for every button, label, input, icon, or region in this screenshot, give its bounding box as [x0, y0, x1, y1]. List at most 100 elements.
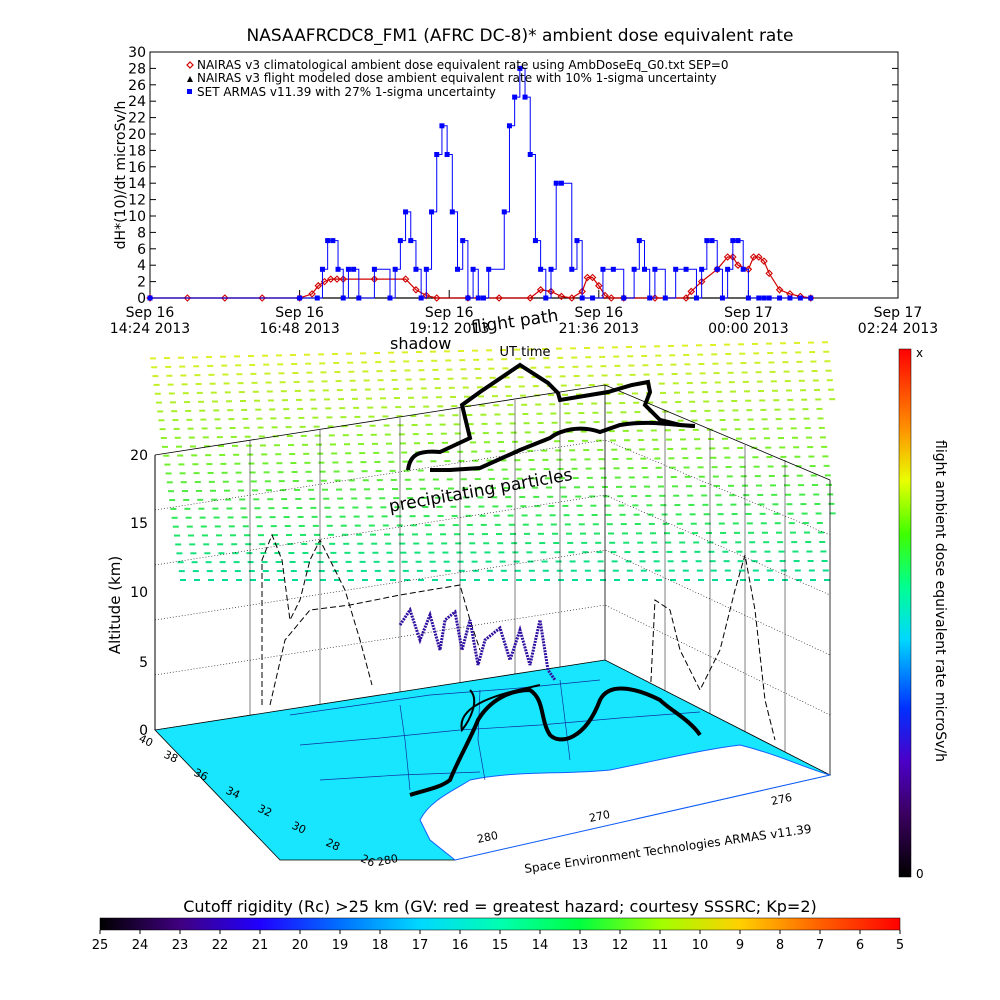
- annotation-flight-path: flight path: [470, 306, 560, 338]
- colorbar-tick-label: 17: [412, 938, 429, 953]
- data-point: [693, 295, 699, 301]
- longitude-tick: 276: [770, 791, 793, 808]
- x-tick-label-date: Sep 16: [574, 305, 623, 321]
- data-point: [314, 295, 320, 301]
- flight-path-loop: [460, 684, 541, 733]
- data-point: [387, 295, 393, 301]
- data-point: [610, 266, 616, 272]
- altitude-tick: 5: [139, 655, 148, 671]
- x-tick-label-date: Sep 16: [126, 305, 175, 321]
- data-point: [512, 94, 518, 100]
- y-tick-label: 18: [128, 143, 146, 159]
- data-point: [547, 287, 555, 296]
- flight-path-top: [406, 362, 696, 472]
- data-point: [787, 295, 793, 301]
- longitude-ticks: 280 280 270 276: [376, 791, 793, 869]
- data-point: [517, 65, 523, 71]
- latitude-ticks: 40 38 36 34 32 30 28 26: [137, 732, 377, 870]
- colorbar-tick-label: 22: [212, 938, 229, 953]
- altitude-axis-label: Altitude (km): [106, 556, 124, 654]
- data-point: [687, 287, 696, 296]
- cutoff-rigidity-colorbar: Cutoff rigidity (Rc) >25 km (GV: red = g…: [92, 897, 904, 953]
- series-line: [150, 67, 811, 299]
- data-point: [558, 180, 564, 186]
- data-point: [756, 295, 762, 301]
- x-tick-label-date: Sep 16: [425, 305, 474, 321]
- x-tick-label-date: Sep 16: [275, 305, 324, 321]
- y-tick-label: 16: [128, 160, 146, 176]
- legend-label: NAIRAS v3 climatological ambient dose eq…: [197, 58, 729, 72]
- colorbar-tick-label: 20: [292, 938, 309, 953]
- data-point: [319, 266, 325, 272]
- series-line: [150, 256, 811, 299]
- x-tick-label-time: 19:12 2013: [409, 321, 489, 337]
- data-point: [401, 275, 410, 283]
- data-point: [662, 295, 668, 301]
- data-point: [601, 291, 609, 300]
- data-point: [345, 266, 351, 272]
- data-point: [760, 257, 768, 265]
- colorbar-tick-label: 11: [652, 938, 669, 953]
- data-point: [725, 266, 731, 272]
- data-point: [460, 238, 466, 244]
- data-point: [486, 266, 492, 272]
- legend-item-armas: SET ARMAS v11.39 with 27% 1-sigma uncert…: [187, 85, 496, 99]
- x-axis-label: UT time: [500, 345, 551, 360]
- colorbar-ticks: 25 24 23 22 21 20 19 18 17 16 15 14 13 12 11 10 9 8 7 6 5: [92, 930, 904, 953]
- flight-path-ground-track: [409, 686, 702, 797]
- x-tick-label-date: Sep 17: [724, 305, 773, 321]
- data-point: [735, 238, 741, 244]
- colorbar-tick-label: 12: [612, 938, 629, 953]
- data-point: [682, 294, 690, 302]
- colorbar-title: Cutoff rigidity (Rc) >25 km (GV: red = g…: [183, 897, 817, 916]
- y-tick-label: 0: [137, 291, 146, 307]
- data-point: [578, 287, 586, 296]
- legend-item-nairas-climatological: NAIRAS v3 climatological ambient dose eq…: [186, 58, 729, 72]
- x-tick-label-date: Sep 17: [874, 305, 923, 321]
- data-point: [527, 152, 533, 157]
- colorbar-min-label: 0: [916, 867, 924, 881]
- latitude-tick: 38: [162, 748, 180, 766]
- data-point: [335, 266, 341, 272]
- data-point: [709, 238, 715, 244]
- data-point: [325, 238, 331, 244]
- data-point: [729, 253, 737, 261]
- data-point: [449, 209, 455, 215]
- data-point: [371, 266, 377, 272]
- series-layer: [146, 65, 815, 302]
- colorbar-tick-label: 14: [532, 938, 549, 953]
- data-point: [506, 123, 512, 129]
- altitude-ticks: 0 5 10 15 20: [130, 448, 148, 739]
- x-tick-label-time: 21:36 2013: [559, 321, 639, 337]
- data-point: [683, 266, 689, 272]
- altitude-tick: 20: [130, 448, 148, 464]
- colorbar-tick-label: 19: [332, 938, 349, 953]
- data-point: [429, 209, 435, 215]
- data-point: [339, 275, 348, 283]
- y-tick-label: 6: [137, 242, 146, 258]
- y-tick-label: 26: [128, 78, 146, 94]
- data-point: [501, 209, 507, 215]
- latitude-tick: 32: [256, 802, 274, 820]
- altitude-tick: 0: [139, 723, 148, 739]
- colorbar-title: flight ambient dose equivalent rate micr…: [932, 440, 948, 762]
- y-tick-label: 30: [128, 45, 146, 61]
- data-point: [526, 294, 535, 302]
- data-point: [432, 294, 441, 302]
- colorbar-tick-label: 10: [692, 938, 709, 953]
- y-tick-label: 22: [128, 111, 146, 127]
- legend-label: SET ARMAS v11.39 with 27% 1-sigma uncert…: [197, 85, 496, 99]
- series-square: [147, 65, 814, 301]
- data-point: [600, 266, 606, 272]
- data-point: [308, 290, 316, 298]
- altitude-tick: 15: [130, 516, 148, 532]
- data-point: [765, 269, 773, 278]
- data-point: [766, 295, 772, 301]
- data-point: [745, 295, 751, 301]
- y-tick-label: 2: [137, 275, 146, 291]
- colorbar-gradient: [898, 348, 912, 878]
- longitude-tick: 280: [376, 852, 399, 869]
- data-point: [574, 238, 580, 244]
